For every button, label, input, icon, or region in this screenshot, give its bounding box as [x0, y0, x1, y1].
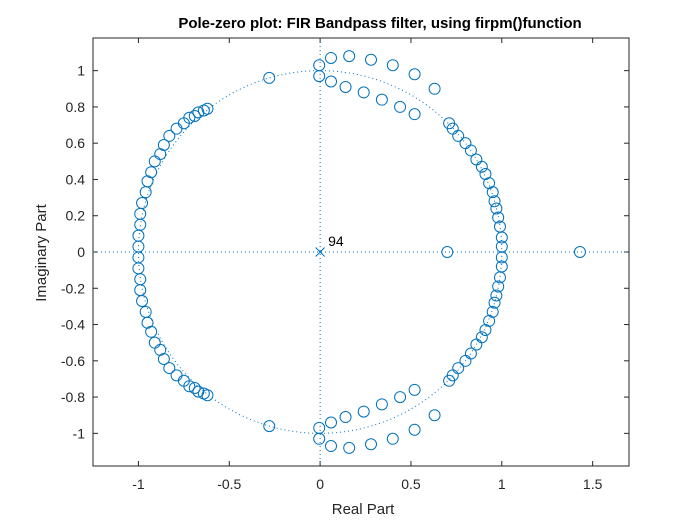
zero-marker — [325, 416, 338, 429]
zero-marker — [163, 129, 176, 142]
zero-marker — [475, 160, 488, 173]
y-axis-label: Imaginary Part — [33, 203, 50, 301]
zero-marker — [364, 53, 377, 66]
x-tick-label: -1 — [132, 476, 145, 492]
zero-marker — [386, 432, 399, 445]
zero-marker — [488, 195, 501, 208]
zero-marker — [486, 305, 499, 318]
zero-marker — [386, 59, 399, 72]
x-tick-label: 1 — [498, 476, 506, 492]
zero-marker — [339, 80, 352, 93]
zero-marker — [325, 75, 338, 88]
zero-marker — [408, 383, 421, 396]
y-tick-label: -1 — [73, 425, 86, 441]
y-tick-label: -0.4 — [61, 317, 85, 333]
zero-marker — [325, 51, 338, 64]
zero-marker — [357, 86, 370, 99]
zero-marker — [573, 246, 586, 258]
zero-marker — [357, 405, 370, 418]
zero-marker — [464, 347, 477, 360]
zero-marker — [339, 411, 352, 424]
zero-marker — [145, 325, 158, 338]
y-tick-label: -0.2 — [61, 280, 85, 296]
zero-marker — [495, 231, 508, 244]
x-tick-label: 1.5 — [583, 476, 603, 492]
zero-marker — [486, 186, 499, 199]
zero-marker — [188, 109, 201, 122]
y-tick-label: 0.2 — [66, 208, 86, 224]
y-tick-label: -0.8 — [61, 389, 85, 405]
zero-marker — [441, 246, 454, 258]
zero-marker — [188, 382, 201, 395]
zero-marker — [364, 438, 377, 451]
y-tick-label: -0.6 — [61, 353, 85, 369]
zero-marker — [375, 398, 388, 411]
zero-marker — [492, 211, 505, 224]
x-tick-label: 0 — [316, 476, 324, 492]
zero-marker — [394, 100, 407, 113]
zero-marker — [163, 362, 176, 375]
zero-marker — [145, 166, 158, 179]
zero-marker — [452, 362, 465, 375]
zero-marker — [490, 202, 503, 215]
pole-marker — [315, 247, 325, 257]
zero-marker — [183, 380, 196, 393]
zero-marker — [136, 197, 149, 210]
zero-marker — [488, 296, 501, 309]
zero-marker — [183, 111, 196, 124]
zero-marker — [263, 420, 276, 433]
zero-marker — [343, 441, 356, 454]
zero-marker — [394, 391, 407, 404]
zero-marker — [313, 59, 326, 72]
zero-marker — [375, 93, 388, 106]
zero-marker — [313, 432, 326, 445]
pole-multiplicity-label: 94 — [328, 233, 344, 249]
x-tick-label: 0.5 — [401, 476, 421, 492]
zero-marker — [201, 102, 214, 115]
zero-marker — [428, 82, 441, 95]
zero-marker — [428, 409, 441, 422]
zero-marker — [492, 280, 505, 293]
zero-marker — [343, 50, 356, 63]
y-tick-label: 0 — [77, 244, 85, 260]
zero-marker — [325, 440, 338, 453]
y-tick-label: 1 — [77, 63, 85, 79]
zero-marker — [136, 294, 149, 307]
zero-marker — [475, 331, 488, 344]
zero-marker — [157, 139, 170, 151]
zero-marker — [263, 71, 276, 84]
chart-title: Pole-zero plot: FIR Bandpass filter, usi… — [178, 15, 581, 32]
zero-marker — [495, 260, 508, 273]
plot-area: -1 -0.5 0 0.5 1 1.5 -1 -0.8 -0.6 -0.4 -0.2 0 0.2 0.4 0… — [61, 37, 630, 492]
zero-marker — [495, 251, 508, 264]
zero-marker — [464, 144, 477, 157]
zero-marker — [408, 423, 421, 436]
x-tick-label: -0.5 — [217, 476, 241, 492]
zero-marker — [490, 289, 503, 302]
x-axis-label: Real Part — [332, 501, 395, 518]
zero-marker — [452, 129, 465, 142]
zero-marker — [408, 68, 421, 81]
y-tick-label: 0.8 — [66, 99, 86, 115]
zero-marker — [201, 389, 214, 402]
y-tick-label: 0.6 — [66, 135, 86, 151]
zero-marker — [157, 353, 170, 365]
y-tick-label: 0.4 — [66, 171, 86, 187]
zero-marker — [408, 108, 421, 121]
